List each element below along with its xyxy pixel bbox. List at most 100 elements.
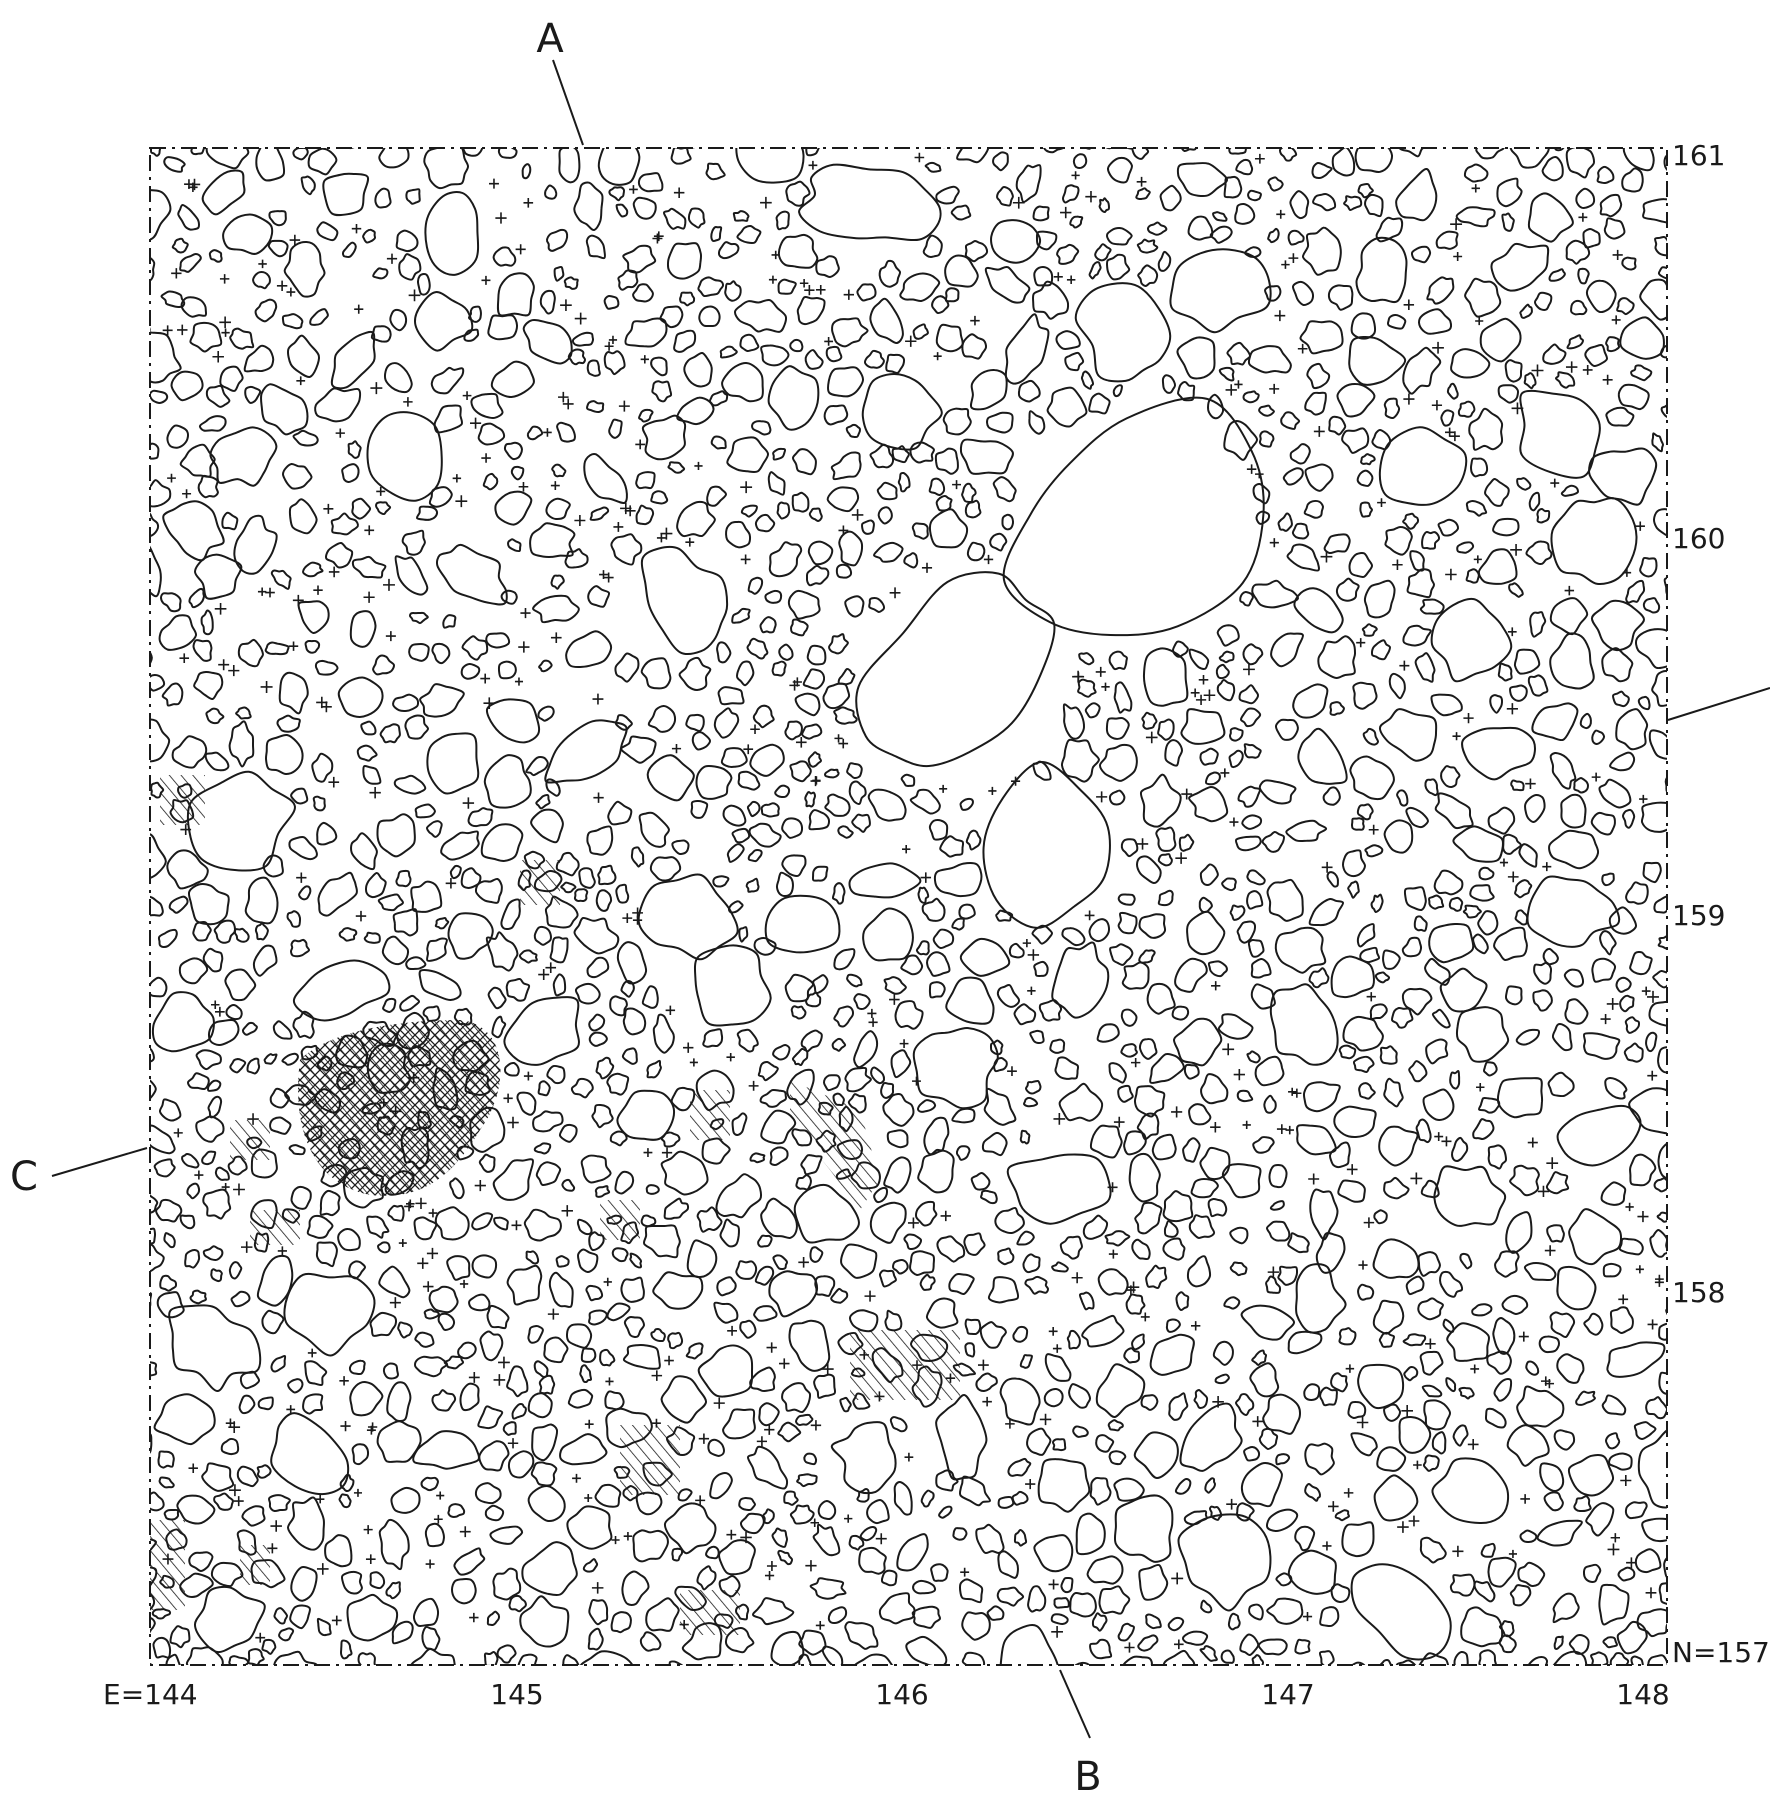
plus-marker [618, 400, 630, 412]
stone-outline [1433, 1165, 1507, 1227]
stone-outline [1246, 869, 1266, 886]
stone-outline [460, 867, 482, 889]
stone-outline [1471, 1303, 1493, 1317]
stone-outline [287, 1496, 325, 1551]
stone-outline [883, 976, 907, 995]
stone-outline [433, 404, 464, 434]
stone-outline [426, 732, 480, 795]
plus-marker [365, 1554, 376, 1565]
stone-outline [964, 1342, 976, 1358]
plus-marker [1113, 1116, 1125, 1128]
stone-outline [846, 973, 863, 988]
stone-outline [1135, 187, 1151, 201]
stone-outline [1200, 1073, 1229, 1105]
stone-outline [228, 1261, 243, 1280]
plus-marker [286, 1405, 296, 1414]
stone-outline [1621, 808, 1636, 829]
stone-outline [1007, 1457, 1032, 1477]
plus-marker [1066, 275, 1076, 285]
stone-outline [1215, 663, 1230, 680]
stone-outline [241, 1021, 258, 1036]
plus-marker [1434, 1132, 1444, 1142]
stone-outline [1362, 727, 1379, 746]
stone-outline [1338, 1327, 1357, 1346]
plus-marker [584, 1419, 594, 1429]
stone-outline [261, 1309, 285, 1335]
stone-outline [503, 996, 580, 1066]
stone-outline [278, 671, 309, 715]
stone-outline [395, 869, 412, 888]
stone-outline [1177, 1513, 1272, 1612]
stone-outline [254, 298, 278, 323]
stone-outline [651, 380, 673, 403]
stone-outline [567, 348, 587, 366]
stone-outline [873, 1186, 889, 1204]
stone-outline [897, 471, 911, 493]
stone-outline [485, 931, 519, 972]
plus-marker [162, 1553, 174, 1565]
stone-outline [970, 1172, 991, 1191]
stone-outline [869, 1201, 907, 1244]
plus-marker [810, 1420, 822, 1431]
stone-outline [316, 821, 338, 846]
stone-outline [486, 1610, 501, 1627]
stone-outline [307, 148, 338, 176]
stone-outline [1484, 478, 1510, 507]
stone-outline [801, 723, 823, 740]
stone-outline [1409, 550, 1425, 572]
stone-outline [621, 1570, 650, 1606]
stone-outline [1475, 148, 1505, 160]
plus-marker [611, 1535, 620, 1545]
stone-outline [1565, 239, 1591, 265]
stone-outline [1548, 829, 1600, 870]
stone-outline [850, 1367, 866, 1378]
plus-marker [844, 1514, 853, 1523]
stone-outline [1497, 662, 1513, 682]
stone-outline [292, 429, 319, 447]
stone-outline [1645, 1396, 1667, 1420]
stone-outline [1243, 743, 1262, 759]
plus-marker [1254, 153, 1265, 164]
stone-outline [312, 795, 326, 812]
stone-outline [735, 1603, 750, 1621]
plus-marker [1297, 343, 1308, 354]
stone-outline [772, 1254, 789, 1271]
stone-outline [384, 1170, 415, 1196]
stone-outline [539, 289, 556, 315]
stone-outline [338, 927, 358, 942]
stone-outline [1106, 227, 1133, 246]
stone-outline [181, 1152, 200, 1169]
stone-outline [1383, 397, 1401, 420]
stone-outline [1575, 1390, 1596, 1406]
plus-marker [1641, 986, 1651, 996]
stone-outline [1083, 148, 1092, 150]
plus-marker [296, 376, 306, 386]
stone-outline [859, 1525, 878, 1542]
plus-marker [1606, 997, 1619, 1010]
stone-outline [1356, 469, 1374, 487]
stone-outline [349, 1380, 384, 1417]
plus-marker [660, 527, 673, 540]
plus-marker [1126, 1285, 1136, 1295]
stone-outline [1050, 1613, 1069, 1626]
stone-outline [690, 799, 709, 819]
stone-outline [1372, 1238, 1420, 1279]
stone-outline [1657, 266, 1667, 280]
stone-outline [161, 682, 184, 707]
stone-outline [290, 787, 309, 805]
stone-outline [370, 325, 392, 343]
stone-outline [1549, 751, 1577, 790]
stone-outline [785, 180, 811, 207]
plus-marker [1450, 218, 1463, 231]
stone-outline [1038, 999, 1063, 1022]
stone-outline [736, 224, 762, 245]
stone-outline [1469, 884, 1495, 902]
stone-outline [497, 660, 517, 680]
plus-marker [340, 1420, 351, 1432]
plus-marker [1473, 555, 1482, 564]
stone-outline [752, 1597, 795, 1626]
stone-outline [912, 323, 929, 340]
plus-marker [241, 1241, 253, 1253]
stone-outline [578, 867, 596, 889]
stone-outline [1117, 893, 1136, 906]
